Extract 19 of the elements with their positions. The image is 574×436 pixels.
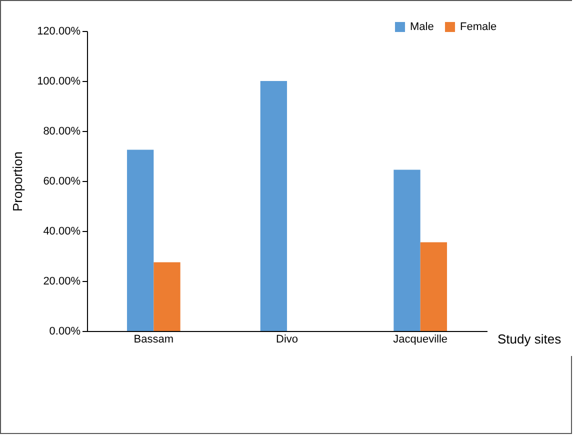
bar xyxy=(260,81,287,331)
legend-label: Male xyxy=(410,21,434,33)
y-tick-label: 60.00% xyxy=(43,176,81,188)
x-tick-label: Jacqueville xyxy=(393,334,448,346)
bar xyxy=(394,170,420,331)
y-tick-label: 20.00% xyxy=(43,276,81,288)
x-axis-title: Study sites xyxy=(498,332,562,346)
x-tick-label: Divo xyxy=(276,334,298,346)
y-axis-title: Proportion xyxy=(10,152,26,212)
bar xyxy=(420,242,447,331)
y-tick-label: 40.00% xyxy=(43,226,81,238)
bar xyxy=(154,262,180,331)
y-tick-label: 80.00% xyxy=(43,126,81,138)
y-tick-label: 120.00% xyxy=(37,26,81,38)
x-tick-label: Bassam xyxy=(134,334,174,346)
bar xyxy=(127,150,154,331)
legend-label: Female xyxy=(460,21,497,33)
y-tick-label: 0.00% xyxy=(49,326,81,338)
y-tick-label: 100.00% xyxy=(37,76,81,88)
